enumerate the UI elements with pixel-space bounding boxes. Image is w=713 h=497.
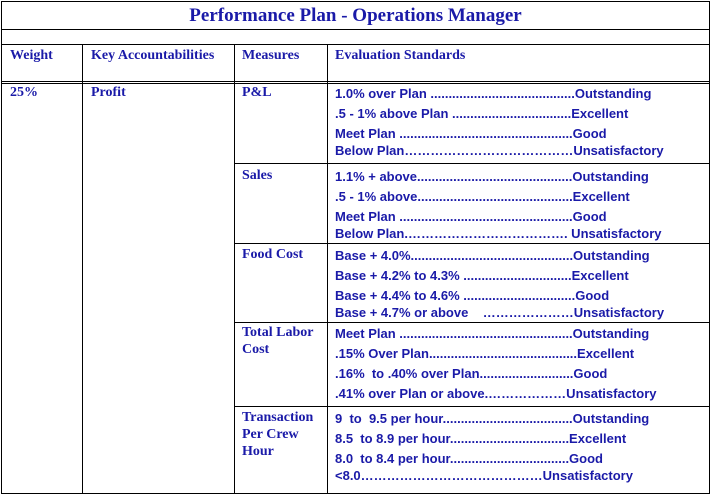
column-divider	[234, 45, 235, 493]
standard-line: 8.5 to 8.9 per hour.....................…	[335, 431, 627, 446]
standard-line: Below Plan.………………………………. Unsatisfactory	[335, 226, 662, 241]
header-evaluation-standards: Evaluation Standards	[335, 48, 466, 63]
header-divider	[2, 81, 709, 82]
page-title: Performance Plan - Operations Manager	[2, 2, 709, 30]
standard-line: <8.0……………………………………Unsatisfactory	[335, 468, 633, 483]
standard-line: .5 - 1% above...........................…	[335, 189, 630, 204]
standard-line: .16% to .40% over Plan..................…	[335, 366, 608, 381]
standard-line: 1.1% + above............................…	[335, 169, 649, 184]
standard-line: .15% Over Plan..........................…	[335, 346, 635, 361]
standard-line: .41% over Plan or above.………………Unsatisfac…	[335, 386, 657, 401]
measure-name: Transaction Per Crew Hour	[242, 410, 314, 459]
standard-line: Meet Plan ..............................…	[335, 326, 650, 341]
measure-name: P&L	[242, 85, 272, 100]
column-divider	[327, 45, 328, 493]
row-divider	[234, 406, 709, 407]
standard-line: 1.0% over Plan .........................…	[335, 86, 652, 101]
standard-line: 8.0 to 8.4 per hour.....................…	[335, 451, 603, 466]
header-weight: Weight	[10, 48, 53, 63]
standard-line: Meet Plan ..............................…	[335, 209, 607, 224]
header-divider	[2, 83, 709, 84]
standard-line: .5 - 1% above Plan .....................…	[335, 106, 629, 121]
measure-name: Sales	[242, 168, 273, 183]
standard-line: 9 to 9.5 per hour.......................…	[335, 411, 650, 426]
weight-value: 25%	[10, 85, 38, 100]
spacer-row	[2, 30, 709, 45]
standard-line: Base + 4.0%.............................…	[335, 248, 650, 263]
row-divider	[234, 163, 709, 164]
standard-line: Meet Plan ..............................…	[335, 126, 607, 141]
measure-name: Total Labor Cost	[242, 325, 314, 357]
row-divider	[234, 243, 709, 244]
standard-line: Base + 4.2% to 4.3% ....................…	[335, 268, 629, 283]
standard-line: Base + 4.4% to 4.6% ....................…	[335, 288, 610, 303]
standard-line: Base + 4.7% or above …………………Unsatisfacto…	[335, 305, 665, 320]
header-measures: Measures	[242, 48, 300, 63]
header-key-accountabilities: Key Accountabilities	[91, 48, 215, 63]
measure-name: Food Cost	[242, 247, 304, 262]
column-divider	[82, 45, 83, 493]
row-divider	[234, 322, 709, 323]
key-accountability-value: Profit	[91, 85, 126, 100]
standard-line: Below Plan…………………………………Unsatisfactory	[335, 143, 664, 158]
